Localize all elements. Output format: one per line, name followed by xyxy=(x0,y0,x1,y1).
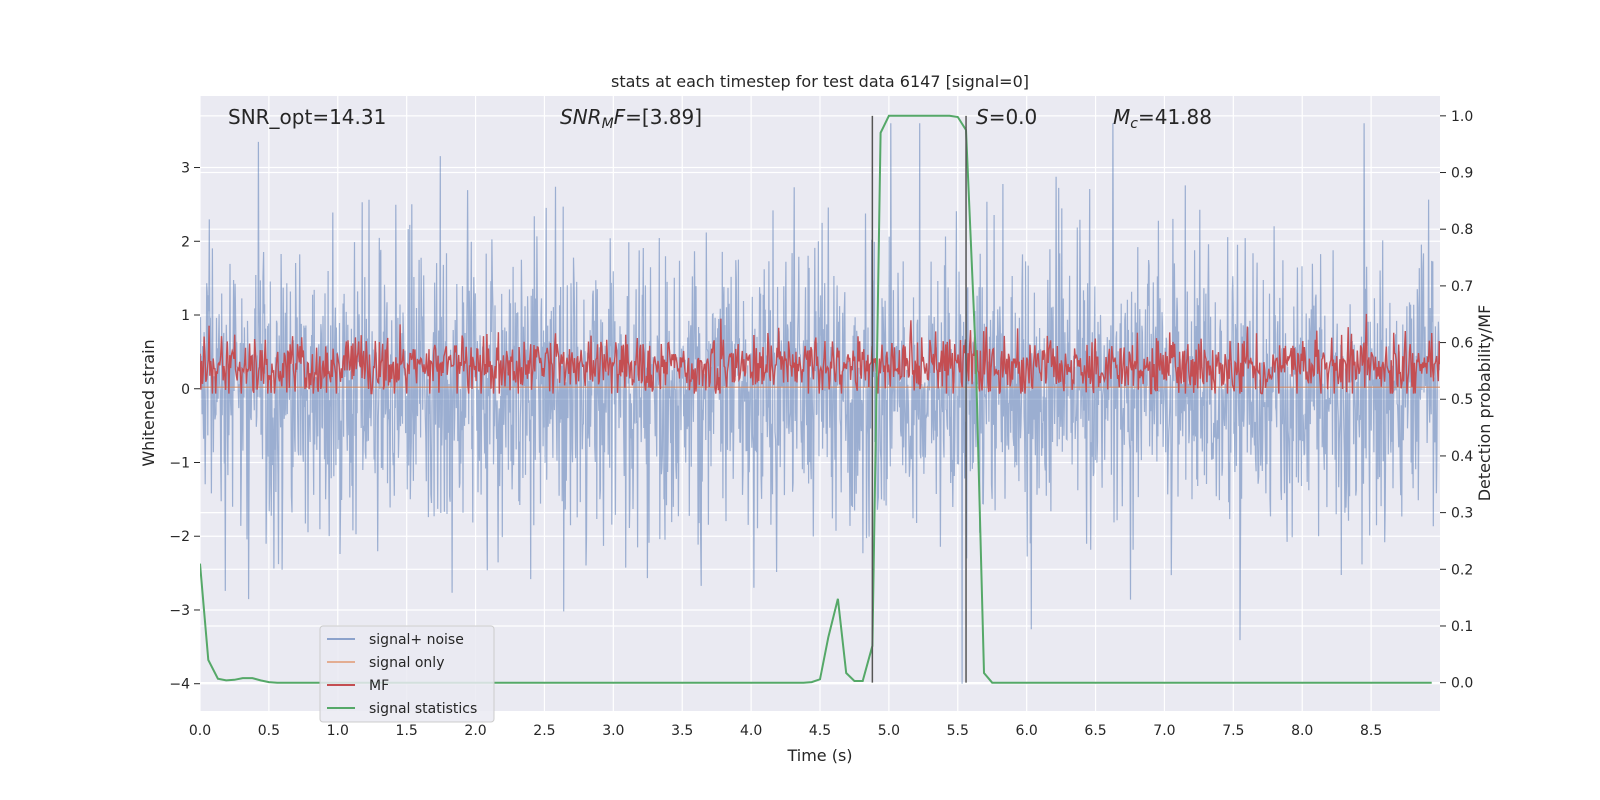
annotation-s: S=0.0 xyxy=(976,105,1037,129)
x-tick-label: 1.0 xyxy=(327,723,349,739)
x-ticks: 0.0 0.5 1.0 1.5 2.0 2.5 3.0 3.5 4.0 4.5 5.0 5.5 6.0 6… xyxy=(189,723,1382,739)
y-tick-label: −2 xyxy=(169,529,190,545)
x-tick-label: 5.5 xyxy=(947,723,969,739)
series-signal-noise xyxy=(200,123,1440,684)
y-tick-label: −1 xyxy=(169,455,190,471)
legend-box xyxy=(319,625,495,723)
y-tick-label: 1 xyxy=(181,308,190,324)
annotation-mc: Mc=41.88 xyxy=(1113,105,1212,132)
x-tick-label: 8.0 xyxy=(1291,723,1313,739)
y-tick-label: 0 xyxy=(181,382,190,398)
y-axis-label: Whitened strain xyxy=(139,339,158,466)
y-ticks: −4 −3 −2 −1 0 1 2 3 xyxy=(169,161,200,693)
x-tick-label: 7.5 xyxy=(1222,723,1244,739)
legend-label-signal-noise: signal+ noise xyxy=(369,632,464,648)
y-tick-label: −4 xyxy=(169,677,190,693)
y-tick-label-right: 0.7 xyxy=(1451,279,1473,295)
y-tick-label: 3 xyxy=(181,161,190,177)
y-tick-label-right: 0.5 xyxy=(1451,392,1473,408)
legend-label-signal-only: signal only xyxy=(369,655,444,671)
y-tick-label-right: 0.4 xyxy=(1451,449,1473,465)
y-tick-label: −3 xyxy=(169,603,190,619)
x-tick-label: 3.0 xyxy=(602,723,624,739)
x-tick-label: 1.5 xyxy=(396,723,418,739)
x-tick-label: 7.0 xyxy=(1153,723,1175,739)
x-tick-label: 5.0 xyxy=(878,723,900,739)
x-tick-label: 3.5 xyxy=(671,723,693,739)
y-tick-label-right: 0.9 xyxy=(1451,166,1473,182)
x-tick-label: 6.5 xyxy=(1084,723,1106,739)
x-tick-label: 2.0 xyxy=(464,723,486,739)
y-tick-label: 2 xyxy=(181,234,190,250)
y-ticks-right: 0.0 0.1 0.2 0.3 0.4 0.5 0.6 0.7 0.8 0.9 1.0 xyxy=(1440,109,1473,692)
legend-label-signal-statistics: signal statistics xyxy=(369,701,477,717)
series-mf xyxy=(200,313,1440,395)
y-tick-label-right: 0.8 xyxy=(1451,222,1473,238)
x-tick-label: 6.0 xyxy=(1016,723,1038,739)
y-axis-label-right: Detection probability/MF xyxy=(1475,305,1494,502)
x-tick-label: 0.0 xyxy=(189,723,211,739)
y-tick-label-right: 1.0 xyxy=(1451,109,1473,125)
legend-label-mf: MF xyxy=(369,678,389,694)
y-tick-label-right: 0.3 xyxy=(1451,506,1473,522)
chart-title: stats at each timestep for test data 614… xyxy=(611,72,1029,91)
y-tick-label-right: 0.6 xyxy=(1451,336,1473,352)
x-tick-label: 4.0 xyxy=(740,723,762,739)
series-signal-statistics xyxy=(200,114,1432,684)
legend: signal+ noise signal only MF signal stat… xyxy=(319,625,495,723)
detection-window-lines xyxy=(871,115,967,683)
x-tick-label: 8.5 xyxy=(1360,723,1382,739)
annotation-snr-mf: SNRMF=[3.89] xyxy=(560,105,702,132)
annotation-snr-opt: SNR_opt=14.31 xyxy=(228,105,386,129)
y-tick-label-right: 0.0 xyxy=(1451,676,1473,692)
y-tick-label-right: 0.2 xyxy=(1451,562,1473,578)
x-tick-label: 4.5 xyxy=(809,723,831,739)
y-tick-label-right: 0.1 xyxy=(1451,619,1473,635)
x-axis-label: Time (s) xyxy=(786,746,852,765)
x-tick-label: 2.5 xyxy=(533,723,555,739)
x-tick-label: 0.5 xyxy=(258,723,280,739)
